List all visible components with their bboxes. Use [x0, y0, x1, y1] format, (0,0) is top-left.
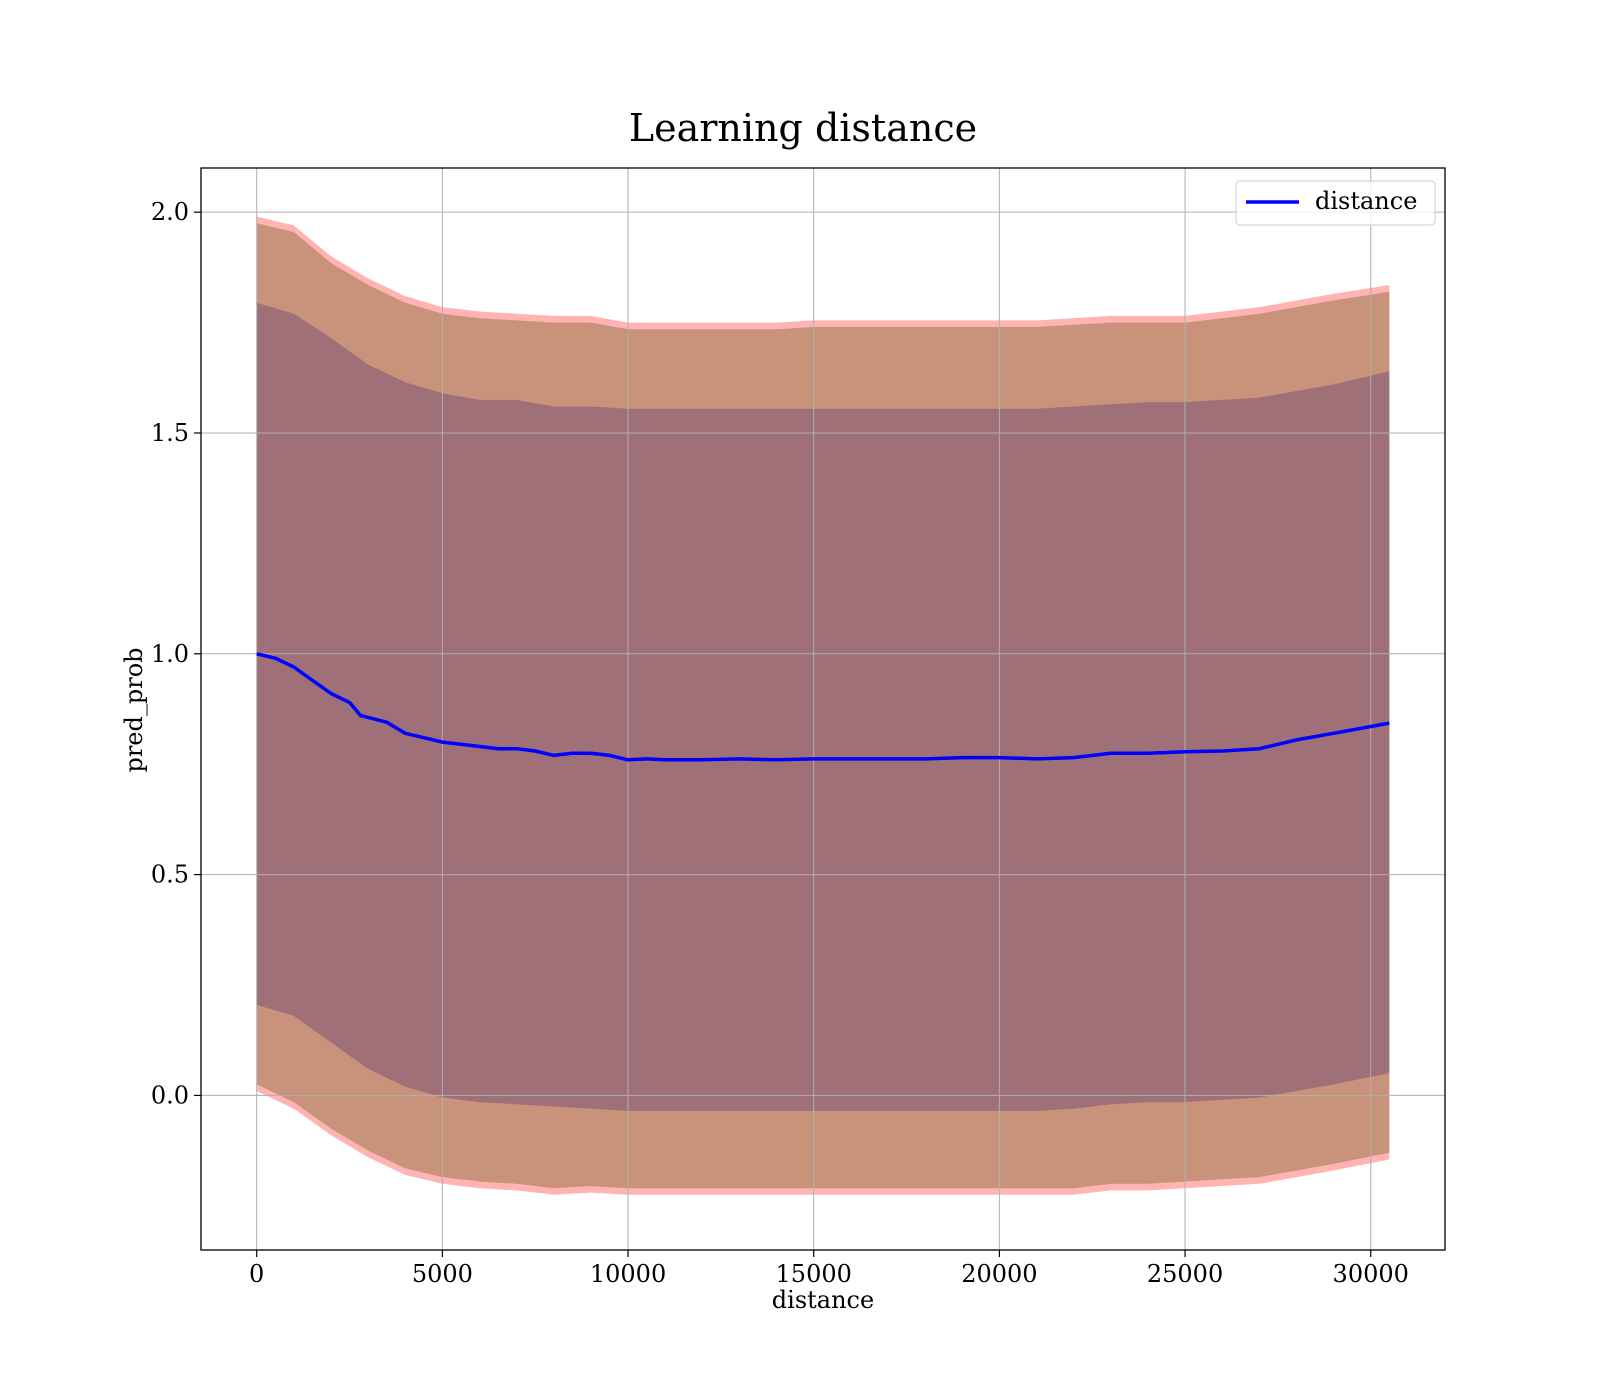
- legend-label: distance: [1315, 187, 1417, 215]
- legend: distance: [1235, 180, 1436, 226]
- x-axis-ticks: 0 5000 10000 15000 20000 25000 30000: [249, 1250, 1409, 1288]
- y-axis-ticks: 0.0 0.5 1.0 1.5 2.0: [151, 198, 201, 1109]
- x-tick-label: 5000: [412, 1260, 473, 1288]
- x-tick-label: 10000: [590, 1260, 666, 1288]
- x-tick-label: 30000: [1333, 1260, 1409, 1288]
- x-tick-label: 0: [249, 1260, 264, 1288]
- y-tick-label: 1.0: [151, 640, 189, 668]
- y-tick-label: 2.0: [151, 198, 189, 226]
- legend-box: [1235, 180, 1436, 226]
- series-line-distance: [256, 652, 1390, 762]
- confidence-bands: [256, 216, 1390, 1195]
- x-tick-label: 25000: [1147, 1260, 1223, 1288]
- x-axis-label: distance: [772, 1286, 874, 1314]
- gridlines: [201, 168, 1445, 1250]
- x-tick-label: 15000: [776, 1260, 852, 1288]
- band-2: [256, 302, 1390, 1111]
- y-tick-label: 0.0: [151, 1081, 189, 1109]
- chart-title: Learning distance: [629, 106, 977, 150]
- series-lines: [256, 652, 1390, 762]
- y-tick-label: 0.5: [151, 861, 189, 889]
- plot-frame: [200, 167, 1446, 1251]
- x-tick-label: 20000: [961, 1260, 1037, 1288]
- y-axis-label: pred_prob: [120, 647, 148, 772]
- y-tick-label: 1.5: [151, 419, 189, 447]
- plot-area: [200, 167, 1446, 1251]
